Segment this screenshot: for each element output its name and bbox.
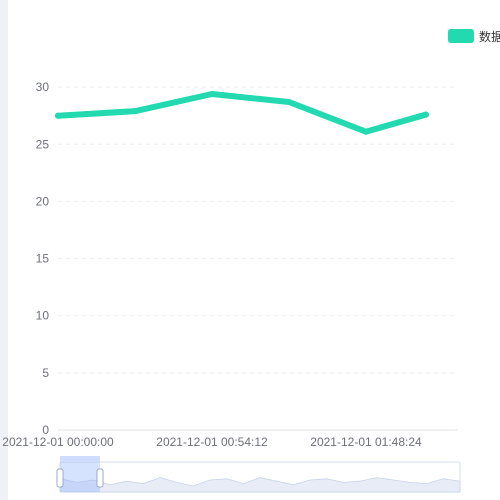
zoom-handle-left[interactable]: [56, 468, 64, 488]
x-axis: 2021-12-01 00:00:00 2021-12-01 00:54:12 20…: [2, 435, 422, 449]
zoom-data-shadow: [59, 477, 461, 493]
y-tick-label: 25: [36, 137, 50, 151]
grid-lines: [58, 86, 458, 374]
data-point: [209, 91, 215, 97]
y-tick-label: 30: [36, 80, 50, 94]
x-tick-label: 2021-12-01 00:54:12: [156, 435, 268, 449]
data-point: [422, 111, 429, 118]
x-tick-label: 2021-12-01 00:00:00: [2, 435, 114, 449]
zoom-range-bar: [60, 456, 100, 462]
y-tick-label: 15: [36, 252, 50, 266]
y-tick-label: 10: [36, 309, 50, 323]
legend[interactable]: 数据: [448, 29, 500, 44]
data-point: [286, 99, 292, 105]
x-tick-label: 2021-12-01 01:48:24: [310, 435, 422, 449]
series-line: [55, 91, 429, 135]
zoom-handle-right[interactable]: [96, 468, 104, 488]
data-point: [55, 112, 61, 119]
y-axis: 0 5 10 15 20 25 30: [36, 80, 50, 437]
y-tick-label: 5: [42, 366, 49, 380]
data-point: [363, 128, 369, 135]
data-point: [132, 108, 138, 115]
zoom-selected-range[interactable]: [60, 462, 100, 492]
series-layer: [55, 91, 429, 135]
legend-swatch: [448, 29, 474, 43]
y-tick-label: 20: [36, 194, 50, 208]
data-zoom-slider[interactable]: [56, 456, 461, 493]
left-panel-edge: [0, 0, 8, 500]
legend-label: 数据: [479, 29, 500, 44]
y-tick-label: 0: [42, 423, 49, 437]
